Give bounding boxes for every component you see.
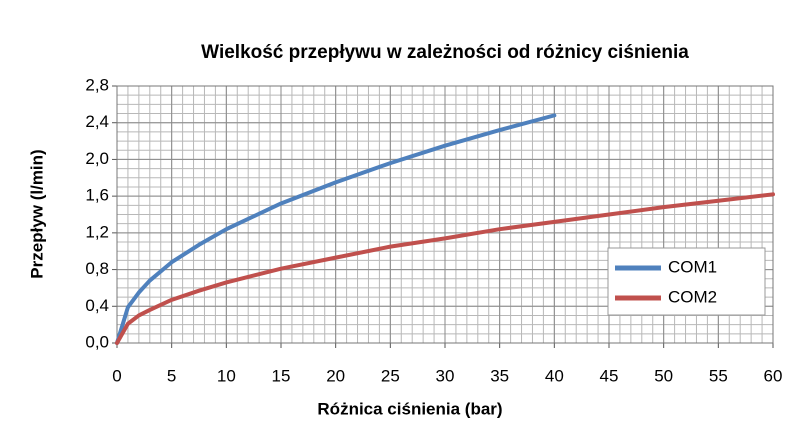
- x-tick-label: 5: [167, 366, 176, 385]
- y-tick-label: 2,0: [85, 149, 109, 168]
- x-tick-label: 50: [654, 366, 673, 385]
- y-tick-label: 1,2: [85, 222, 109, 241]
- x-tick-label: 10: [217, 366, 236, 385]
- x-tick-label: 60: [764, 366, 783, 385]
- y-tick-label: 2,8: [85, 75, 109, 94]
- legend-label: COM1: [668, 257, 717, 276]
- series-line: [115, 113, 557, 345]
- legend-label: COM2: [668, 287, 717, 306]
- y-tick-label: 1,6: [85, 186, 109, 205]
- y-axis-label: Przepływ (l/min): [27, 149, 46, 278]
- plot-border: [116, 85, 774, 344]
- chart-title: Wielkość przepływu w zależności od różni…: [201, 42, 689, 63]
- x-tick-label: 35: [490, 366, 509, 385]
- x-tick-label: 30: [436, 366, 455, 385]
- y-tick-label: 2,4: [85, 112, 109, 131]
- y-tick-label: 0,0: [85, 332, 109, 351]
- x-tick-label: 45: [600, 366, 619, 385]
- y-tick-label: 0,4: [85, 296, 109, 315]
- x-tick-label: 20: [326, 366, 345, 385]
- x-tick-label: 40: [545, 366, 564, 385]
- series-line: [115, 192, 775, 345]
- x-tick-label: 0: [112, 366, 121, 385]
- x-tick-label: 15: [272, 366, 291, 385]
- y-tick-label: 0,8: [85, 259, 109, 278]
- x-axis-label: Różnica ciśnienia (bar): [317, 399, 502, 418]
- x-tick-label: 55: [709, 366, 728, 385]
- legend-box: [607, 247, 766, 316]
- x-tick-label: 25: [381, 366, 400, 385]
